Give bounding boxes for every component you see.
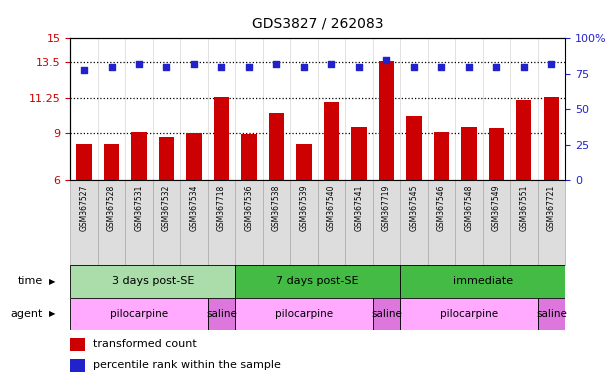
Text: GSM367545: GSM367545 (409, 185, 419, 231)
Bar (379, 61, 394, 180)
Bar (208, 180, 235, 265)
Text: saline: saline (536, 309, 567, 319)
Text: GSM367546: GSM367546 (437, 185, 446, 231)
Text: GSM367527: GSM367527 (79, 185, 89, 231)
Bar (538, 180, 565, 265)
Text: GSM367534: GSM367534 (189, 185, 199, 231)
Bar (70, 180, 98, 265)
Bar (269, 113, 284, 180)
Bar (131, 132, 147, 180)
Bar (516, 100, 532, 180)
Point (189, 61, 199, 67)
Text: 7 days post-SE: 7 days post-SE (276, 276, 359, 286)
Text: immediate: immediate (453, 276, 513, 286)
Point (547, 61, 557, 67)
Point (107, 64, 117, 70)
Bar (345, 180, 373, 265)
Bar (153, 180, 180, 265)
Bar (544, 97, 559, 180)
Bar (70, 359, 85, 372)
Text: GSM367721: GSM367721 (547, 185, 556, 231)
Bar (180, 180, 208, 265)
Text: GSM367541: GSM367541 (354, 185, 364, 231)
Text: GSM367548: GSM367548 (464, 185, 474, 231)
Text: GSM367719: GSM367719 (382, 185, 391, 231)
Bar (70, 265, 235, 298)
Text: pilocarpine: pilocarpine (440, 309, 498, 319)
Text: GDS3827 / 262083: GDS3827 / 262083 (252, 17, 384, 31)
Point (244, 64, 254, 70)
Text: GSM367531: GSM367531 (134, 185, 144, 231)
Text: saline: saline (371, 309, 402, 319)
Text: transformed count: transformed count (92, 339, 196, 349)
Text: pilocarpine: pilocarpine (275, 309, 333, 319)
Bar (70, 338, 85, 351)
Text: GSM367536: GSM367536 (244, 185, 254, 231)
Text: GSM367718: GSM367718 (217, 185, 226, 231)
Bar (400, 180, 428, 265)
Point (437, 64, 447, 70)
Text: GSM367551: GSM367551 (519, 185, 529, 231)
Bar (235, 180, 263, 265)
Point (409, 64, 419, 70)
Bar (214, 97, 229, 180)
Bar (208, 298, 235, 330)
Bar (455, 180, 483, 265)
Point (134, 61, 144, 67)
Text: GSM367538: GSM367538 (272, 185, 281, 231)
Bar (98, 180, 125, 265)
Bar (296, 144, 312, 180)
Bar (70, 298, 208, 330)
Bar (235, 265, 400, 298)
Point (492, 64, 502, 70)
Point (327, 61, 337, 67)
Bar (318, 180, 345, 265)
Bar (159, 137, 174, 180)
Text: percentile rank within the sample: percentile rank within the sample (92, 360, 280, 370)
Bar (235, 298, 373, 330)
Text: time: time (18, 276, 43, 286)
Bar (263, 180, 290, 265)
Text: agent: agent (10, 309, 43, 319)
Bar (76, 144, 92, 180)
Point (272, 61, 282, 67)
Text: ▶: ▶ (49, 310, 56, 318)
Point (161, 64, 171, 70)
Point (79, 66, 89, 73)
Bar (324, 101, 339, 180)
Bar (428, 180, 455, 265)
Text: GSM367539: GSM367539 (299, 185, 309, 231)
Text: GSM367528: GSM367528 (107, 185, 116, 231)
Bar (483, 180, 510, 265)
Bar (406, 116, 422, 180)
Bar (241, 134, 257, 180)
Text: GSM367540: GSM367540 (327, 185, 336, 231)
Point (464, 64, 474, 70)
Bar (461, 127, 477, 180)
Text: ▶: ▶ (49, 277, 56, 286)
Point (217, 64, 227, 70)
Point (519, 64, 529, 70)
Bar (186, 133, 202, 180)
Text: GSM367549: GSM367549 (492, 185, 501, 231)
Text: saline: saline (206, 309, 237, 319)
Bar (489, 128, 504, 180)
Text: GSM367532: GSM367532 (162, 185, 171, 231)
Point (299, 64, 309, 70)
Bar (434, 132, 449, 180)
Bar (538, 298, 565, 330)
Bar (400, 265, 565, 298)
Bar (104, 144, 119, 180)
Bar (373, 180, 400, 265)
Point (354, 64, 364, 70)
Bar (510, 180, 538, 265)
Bar (351, 127, 367, 180)
Bar (373, 298, 400, 330)
Bar (125, 180, 153, 265)
Text: 3 days post-SE: 3 days post-SE (112, 276, 194, 286)
Point (381, 56, 392, 63)
Bar (290, 180, 318, 265)
Text: pilocarpine: pilocarpine (110, 309, 168, 319)
Bar (400, 298, 538, 330)
